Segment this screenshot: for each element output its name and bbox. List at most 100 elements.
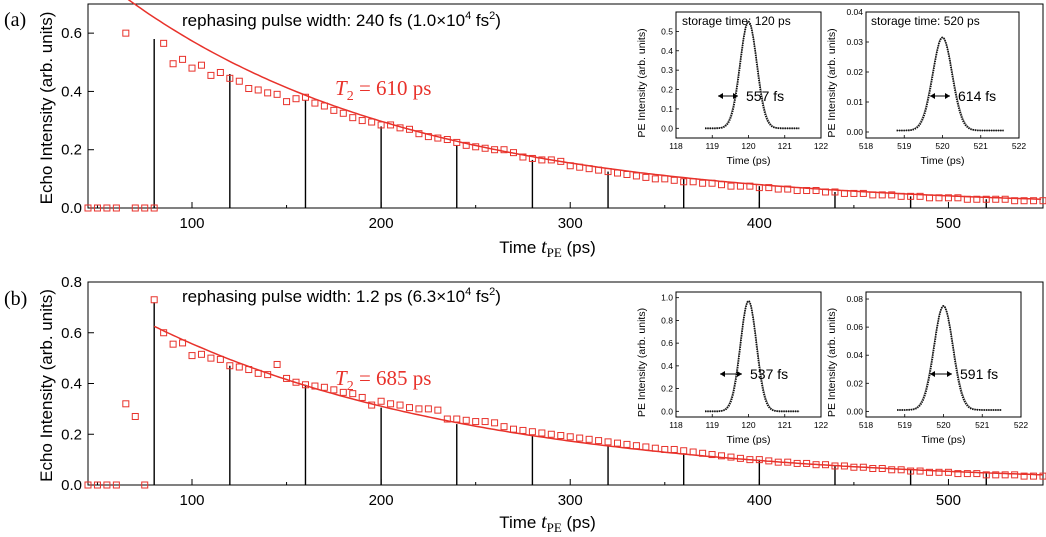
- panel-b-inset-2-fwhm-label: 591 fs: [960, 366, 998, 382]
- panel-a-inset-2-measured-trace: [896, 36, 1004, 132]
- panel-a-annotation-text: rephasing pulse width: 240 fs (1.0×10: [182, 11, 465, 30]
- panel-a-xlabel: Time tPE (ps): [499, 236, 596, 260]
- panel-a-inset-2-ytick-label: 0.03: [846, 37, 863, 47]
- panel-b-data-point: [566, 433, 574, 441]
- panel-a-ytick-label: 0.2: [61, 142, 82, 159]
- panel-a-inset-1-ytick-label: 0.3: [661, 65, 673, 75]
- panel-b-data-point: [349, 390, 357, 398]
- panel-b-data-point: [84, 481, 92, 489]
- panel-b-data-point: [963, 470, 971, 478]
- panel-a-inset-2-title: storage time: 520 ps: [871, 14, 980, 28]
- panel-b-data-point: [973, 470, 981, 478]
- panel-a-inset-1-title: storage time: 120 ps: [682, 14, 791, 28]
- panel-b-inset-1-measured-trace: [705, 300, 800, 413]
- panel-a-inset-1-xtick-label: 120: [741, 141, 755, 151]
- panel-b-data-point: [453, 415, 461, 423]
- panel-a-data-point: [765, 184, 773, 192]
- panel-b-data-point: [992, 471, 1000, 479]
- panel-b-data-point: [642, 443, 650, 451]
- panel-b-data-point: [122, 400, 130, 408]
- panel-a-data-point: [93, 204, 101, 212]
- panel-a-inset-2-fwhm-arrowhead-right: [945, 93, 950, 99]
- panel-a-data-point: [944, 194, 952, 202]
- panel-a-data-point: [150, 204, 158, 212]
- panel-b-data-point: [528, 428, 536, 436]
- panel-a-data-point: [500, 146, 508, 154]
- panel-a-data-point: [254, 86, 262, 94]
- panel-a-inset-1-measured-trace: [705, 20, 800, 130]
- panel-a-inset-1-ytick-label: 0.1: [661, 104, 673, 114]
- panel-a-data-point: [235, 77, 243, 85]
- panel-a-data-point: [368, 118, 376, 126]
- panel-a-data-point: [642, 173, 650, 181]
- panel-a-inset-2-xtick-label: 520: [935, 141, 949, 151]
- panel-b-annotation-sup2: 2: [489, 286, 495, 298]
- panel-a-inset-2-ytick-label: 0.00: [846, 127, 863, 137]
- panel-a-xlabel-sub: PE: [547, 245, 562, 260]
- panel-a-inset-1-fwhm-arrowhead-right: [733, 93, 738, 99]
- panel-a-annotation: rephasing pulse width: 240 fs (1.0×104 f…: [182, 10, 501, 30]
- panel-b-inset-2-ylabel: PE Intensity (arb. units): [826, 308, 838, 417]
- panel-b-data-point: [982, 471, 990, 479]
- panel-a-data-point: [727, 182, 735, 190]
- panel-b-data-point: [1001, 471, 1009, 479]
- panel-a-data-point: [614, 169, 622, 177]
- panel-a-data-point: [689, 178, 697, 186]
- panel-b-data-point: [443, 415, 451, 423]
- panel-a-data-point: [699, 179, 707, 187]
- panel-b-data-point: [377, 397, 385, 405]
- panel-a-data-point: [528, 154, 536, 162]
- panel-b-inset-1: 118 119 120 121 122 0.0 0.2 0.4 0.6 0.8 1.0 Time (p…: [636, 291, 828, 446]
- panel-a-data-point: [226, 74, 234, 82]
- panel-b-inset-1-xtick-label: 121: [778, 420, 792, 430]
- panel-a-data-point: [330, 106, 338, 114]
- panel-b-data-point: [935, 468, 943, 476]
- panel-a-data-point: [273, 90, 281, 98]
- panel-a-letter: (a): [4, 9, 26, 31]
- panel-a-data-point: [160, 39, 168, 47]
- panel-a-data-point: [907, 192, 915, 200]
- panel-a-inset-1-fwhm-arrowhead-left: [718, 93, 723, 99]
- panel-a-data-point: [103, 204, 111, 212]
- panel-a-annotation-sup: 4: [465, 10, 471, 22]
- panel-b-xlabel-unit: (ps): [562, 513, 596, 532]
- panel-b-data-point: [472, 418, 480, 426]
- panel-b-fit-var: T: [335, 366, 348, 390]
- panel-b-inset-1-ytick-label: 0.4: [661, 361, 673, 371]
- panel-b-fit-sub: 2: [347, 379, 354, 394]
- panel-a-data-point: [1039, 197, 1046, 205]
- panel-a-data-point: [339, 109, 347, 117]
- panel-b: (b) 100 200 300 400 500 0.0 0.2 0.4 0.6 0.8 Echo In…: [4, 274, 1046, 535]
- panel-b-data-point: [595, 437, 603, 445]
- panel-a-xtick-label: 100: [179, 215, 204, 232]
- panel-a-inset-2-ylabel: PE Intensity (arb. units): [826, 28, 838, 137]
- panel-a-data-point: [405, 125, 413, 133]
- panel-b-inset-2: 518 519 520 521 522 0.00 0.02 0.04 0.06 0.08 Time …: [826, 291, 1028, 446]
- panel-a-inset-1-ylabel: PE Intensity (arb. units): [636, 28, 648, 137]
- panel-a-data-point: [812, 187, 820, 195]
- panel-a-data-point: [793, 187, 801, 195]
- panel-b-data-point: [944, 468, 952, 476]
- panel-a-fit-text: = 610 ps: [354, 76, 432, 100]
- panel-a-inset-2-xtick-label: 518: [859, 141, 873, 151]
- panel-a-data-point: [831, 188, 839, 196]
- panel-a-data-point: [1020, 197, 1028, 205]
- panel-b-inset-2-xtick-label: 521: [975, 420, 989, 430]
- panel-a-data-point: [131, 204, 139, 212]
- panel-a-data-point: [661, 175, 669, 183]
- panel-b-annotation: rephasing pulse width: 1.2 ps (6.3×104 f…: [182, 286, 501, 306]
- panel-a-data-point: [179, 55, 187, 63]
- panel-b-data-point: [330, 386, 338, 394]
- panel-a-data-point: [283, 98, 291, 106]
- panel-b-inset-2-frame: [865, 291, 1022, 418]
- panel-a-xlabel-var: t: [541, 236, 547, 258]
- panel-a-data-point: [878, 191, 886, 199]
- panel-b-data-point: [519, 426, 527, 434]
- panel-b-data-point: [708, 451, 716, 459]
- panel-a-fit-label: T2 = 610 ps: [335, 76, 431, 104]
- panel-b-data-point: [235, 363, 243, 371]
- panel-b-data-point: [339, 388, 347, 396]
- panel-b-xtick-label: 300: [558, 492, 583, 509]
- panel-a-annotation-tail: fs: [471, 11, 489, 30]
